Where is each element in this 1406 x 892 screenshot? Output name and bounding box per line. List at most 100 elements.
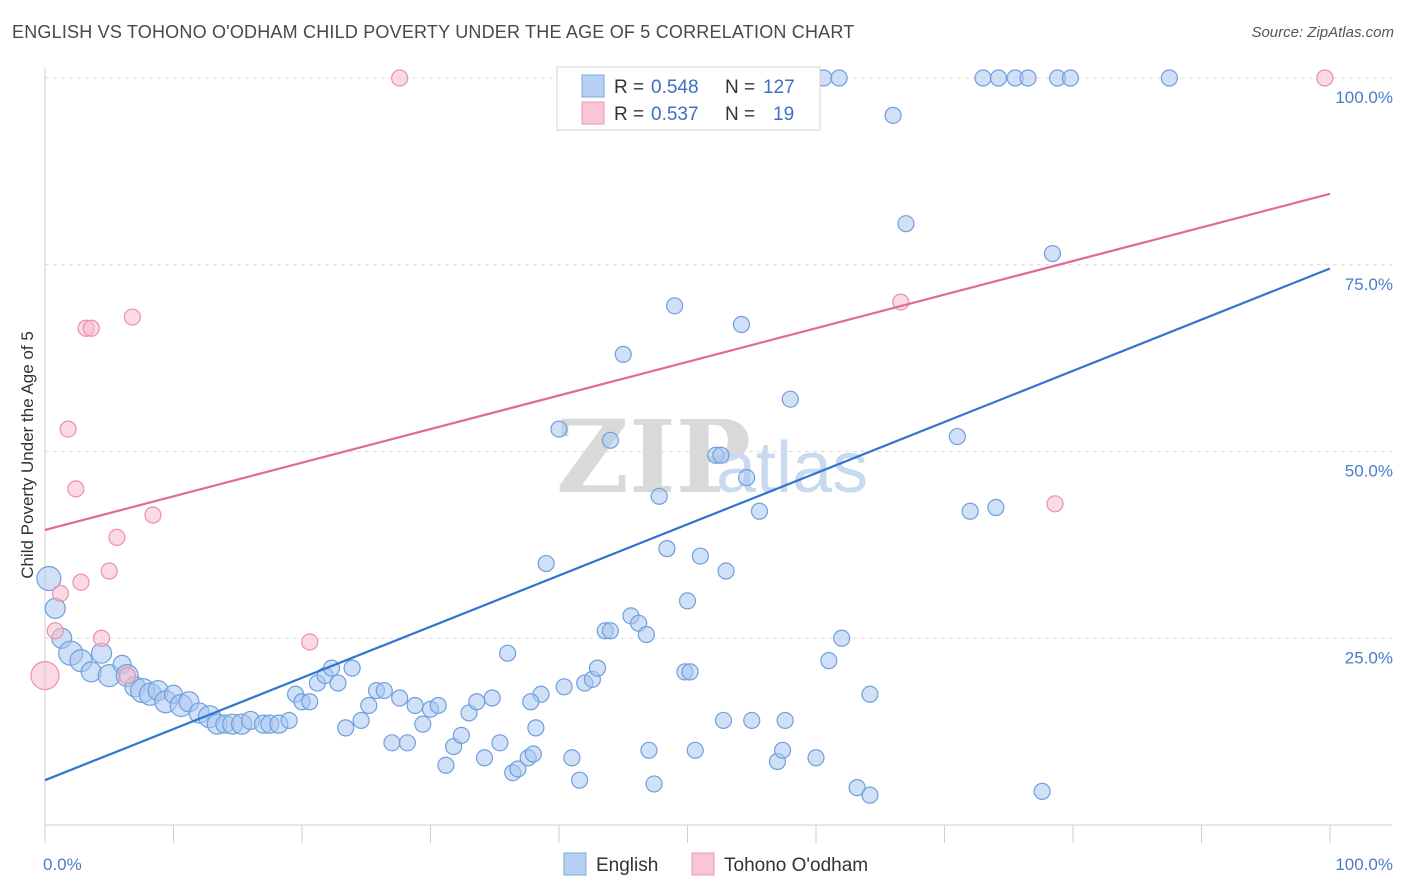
point-english-44 xyxy=(398,734,416,752)
bottom-legend-swatch-english xyxy=(563,852,587,876)
bottom-legend-english: English xyxy=(596,855,658,876)
legend-tohono-r-value: 0.537 xyxy=(651,104,699,125)
point-english-101 xyxy=(861,786,879,804)
y-tick-label-1: 50.0% xyxy=(1345,462,1393,481)
point-english-95 xyxy=(773,741,792,759)
point-english-124 xyxy=(776,711,794,730)
point-english-80 xyxy=(658,540,676,558)
point-english-48 xyxy=(429,696,447,715)
series-english xyxy=(36,69,1178,804)
point-english-97 xyxy=(807,749,825,767)
point-english-54 xyxy=(475,749,494,767)
point-english-36 xyxy=(337,719,355,737)
y-tick-label-2: 75.0% xyxy=(1345,275,1393,294)
point-english-105 xyxy=(948,427,966,446)
bottom-legend: English Tohono O'odham xyxy=(563,852,868,876)
point-english-56 xyxy=(491,734,509,752)
y-tick-label-3: 100.0% xyxy=(1335,88,1393,107)
point-tohono-10 xyxy=(108,528,126,547)
legend-tohono-n-label: N = xyxy=(725,104,755,125)
point-english-87 xyxy=(712,446,730,464)
point-english-114 xyxy=(1061,69,1080,87)
point-tohono-9 xyxy=(100,562,118,580)
point-tohono-11 xyxy=(118,666,136,685)
point-english-96 xyxy=(781,390,799,408)
legend-english-n-label: N = xyxy=(725,77,755,98)
point-english-35 xyxy=(329,674,347,692)
point-english-107 xyxy=(974,69,992,87)
point-tohono-18 xyxy=(1316,69,1334,87)
series-tohono xyxy=(30,69,1334,691)
point-tohono-1 xyxy=(46,622,64,640)
point-english-81 xyxy=(666,297,684,315)
point-english-116 xyxy=(1160,69,1178,87)
point-english-77 xyxy=(640,741,658,759)
point-tohono-17 xyxy=(1046,495,1064,513)
point-tohono-3 xyxy=(59,420,77,438)
legend-tohono-r-label: R = xyxy=(614,104,644,125)
point-english-72 xyxy=(601,622,620,640)
point-english-98 xyxy=(820,652,838,670)
point-tohono-12 xyxy=(123,308,141,326)
point-english-67 xyxy=(570,771,589,789)
point-english-93 xyxy=(750,502,769,520)
point-english-99 xyxy=(833,629,851,647)
point-english-84 xyxy=(686,741,704,759)
point-english-112 xyxy=(1033,782,1051,800)
point-english-28 xyxy=(280,711,298,730)
point-english-91 xyxy=(738,469,756,487)
point-english-37 xyxy=(343,659,361,677)
point-english-90 xyxy=(732,315,751,334)
point-english-120 xyxy=(830,69,848,87)
point-english-123 xyxy=(681,663,699,681)
bottom-legend-tohono: Tohono O'odham xyxy=(724,855,868,876)
y-axis-label: Child Poverty Under the Age of 5 xyxy=(18,331,37,579)
point-english-42 xyxy=(383,734,401,752)
point-tohono-13 xyxy=(144,506,162,524)
point-english-63 xyxy=(537,554,555,573)
point-english-127 xyxy=(524,745,542,763)
legend-english-n-value: 127 xyxy=(763,77,795,98)
point-english-53 xyxy=(468,693,486,711)
point-tohono-2 xyxy=(51,584,70,603)
point-english-88 xyxy=(714,711,733,730)
point-english-66 xyxy=(563,749,581,767)
point-english-55 xyxy=(483,689,501,707)
point-english-0 xyxy=(36,565,62,592)
point-english-100 xyxy=(848,779,866,797)
watermark-atlas: atlas xyxy=(716,428,868,508)
point-english-108 xyxy=(987,498,1005,517)
point-tohono-5 xyxy=(72,573,90,591)
point-english-51 xyxy=(452,726,470,744)
point-english-126 xyxy=(555,678,573,696)
point-english-78 xyxy=(645,775,663,793)
legend-swatch-english xyxy=(581,74,605,98)
point-english-73 xyxy=(601,431,620,449)
point-english-46 xyxy=(414,715,432,733)
point-english-61 xyxy=(527,719,545,737)
point-tohono-14 xyxy=(301,633,319,651)
point-english-83 xyxy=(678,592,697,610)
point-english-41 xyxy=(375,681,393,700)
point-english-104 xyxy=(897,215,915,233)
point-english-102 xyxy=(861,685,879,703)
point-english-125 xyxy=(637,625,655,644)
point-english-109 xyxy=(989,69,1008,87)
legend: R = 0.548 N = 127 R = 0.537 N = 19 xyxy=(556,66,821,131)
point-english-38 xyxy=(352,711,370,730)
point-english-103 xyxy=(884,106,902,124)
point-tohono-4 xyxy=(67,480,85,498)
point-english-49 xyxy=(437,756,455,774)
y-tick-label-0: 25.0% xyxy=(1345,648,1393,667)
point-english-45 xyxy=(406,696,424,715)
point-tohono-8 xyxy=(92,629,111,647)
source-credit: Source: ZipAtlas.com xyxy=(1251,24,1394,41)
trendline-english xyxy=(44,267,1331,782)
legend-swatch-tohono xyxy=(581,101,605,125)
point-english-89 xyxy=(717,562,735,580)
point-english-79 xyxy=(650,487,668,505)
chart-title: ENGLISH VS TOHONO O'ODHAM CHILD POVERTY … xyxy=(12,22,855,42)
point-english-70 xyxy=(588,659,607,677)
x-tick-label-1: 100.0% xyxy=(1335,855,1393,874)
legend-english-r-label: R = xyxy=(614,77,644,98)
